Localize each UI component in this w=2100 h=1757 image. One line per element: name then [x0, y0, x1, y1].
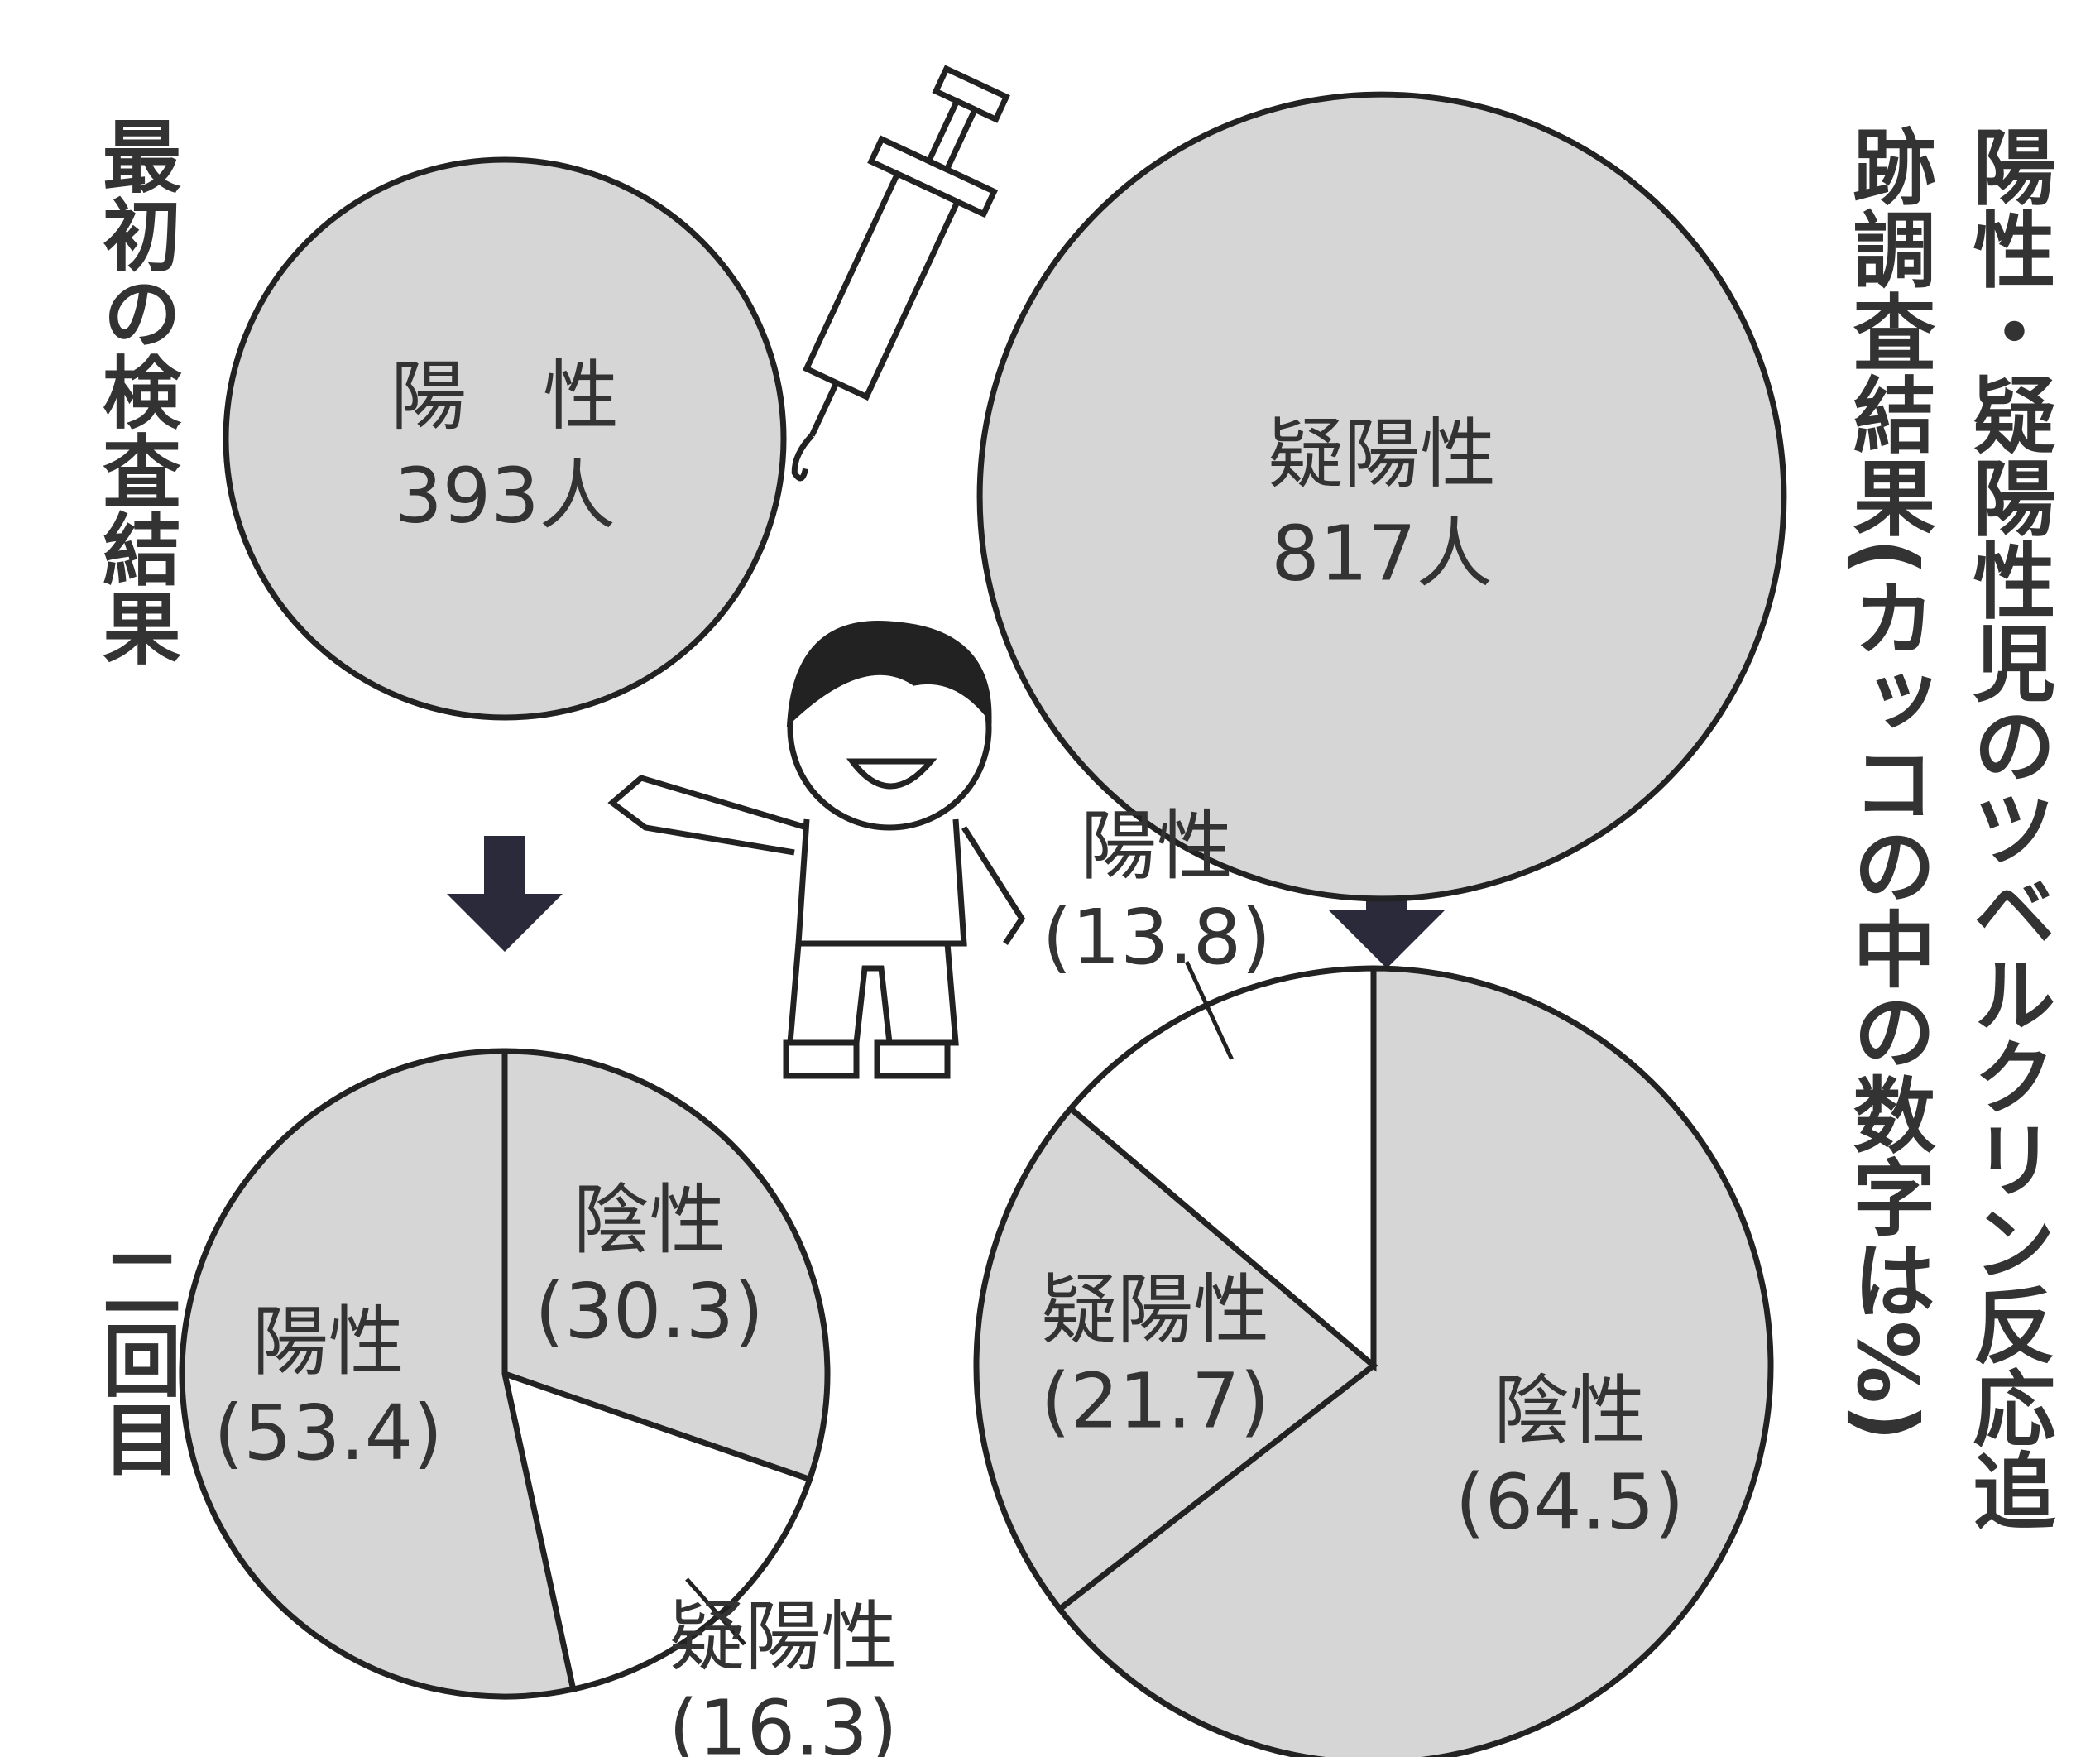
arrow — [1329, 861, 1445, 968]
slice-value-label: (64.5) — [1455, 1458, 1685, 1547]
circle-value-label: 817人 — [1271, 509, 1493, 598]
slice-value-label: (13.8) — [1043, 893, 1272, 982]
first-test-label: 最初の検査結果 — [89, 116, 180, 666]
circle-name: 疑陽性 — [1268, 410, 1496, 498]
slice-label: 疑陽性 — [669, 1593, 897, 1682]
slice-label: 疑陽性 — [1041, 1266, 1269, 1355]
slice-label: 陰性 — [1493, 1367, 1646, 1456]
slice-value-label: (16.3) — [669, 1684, 898, 1757]
pie-slice — [501, 1048, 831, 1483]
pie-slice — [179, 1048, 577, 1700]
slice-value-label: (30.3) — [535, 1267, 764, 1356]
pie-slice — [1055, 965, 1774, 1757]
arrow — [447, 836, 563, 952]
title: 陽性・疑陽性児のツベルクリン反応追跡調査結果(カッコの中の数字は%) — [1839, 124, 2055, 1531]
syringe — [791, 65, 1010, 482]
slice-value-label: (53.4) — [213, 1389, 443, 1477]
slice-label: 陰性 — [573, 1176, 726, 1265]
leader-line — [1184, 961, 1234, 1060]
circle-name: 陽 性 — [391, 352, 619, 440]
slice-value-label: (21.7) — [1041, 1357, 1270, 1446]
circle-value-label: 393人 — [394, 451, 616, 540]
count-circle — [976, 91, 1787, 902]
slice-label: 陽性 — [252, 1298, 405, 1386]
pie-slice — [973, 1104, 1378, 1614]
second-test-label: 二回目 — [89, 1241, 180, 1477]
leader-line — [685, 1577, 746, 1646]
slice-label: 陽性 — [1081, 802, 1233, 891]
count-circle — [223, 156, 787, 721]
child-illustration — [607, 621, 1026, 1079]
